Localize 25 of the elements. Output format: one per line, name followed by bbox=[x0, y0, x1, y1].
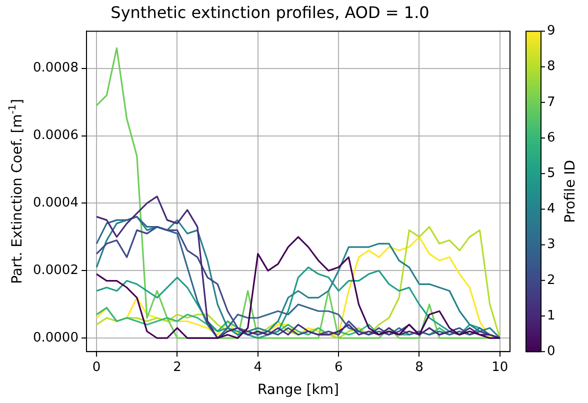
x-tick-label: 2 bbox=[173, 360, 182, 375]
color-bar-label: 5 bbox=[547, 166, 556, 181]
y-tick-label: 0.0006 bbox=[32, 128, 78, 144]
x-axis-title: Range [km] bbox=[257, 382, 339, 398]
color-bar-label: 8 bbox=[547, 59, 556, 74]
y-tick-label: 0.0000 bbox=[32, 330, 78, 346]
y-tick-label: 0.0002 bbox=[32, 263, 78, 278]
x-tick-label: 10 bbox=[492, 360, 508, 375]
color-bar-label: 7 bbox=[547, 94, 556, 110]
chart-title: Synthetic extinction profiles, AOD = 1.0 bbox=[110, 2, 430, 22]
color-bar-label: 4 bbox=[547, 202, 556, 217]
y-tick-label: 0.0008 bbox=[32, 60, 78, 76]
color-bar-label: 0 bbox=[547, 344, 556, 359]
color-bar-title: Profile ID bbox=[562, 160, 579, 223]
color-bar-label: 9 bbox=[547, 24, 556, 39]
color-bar-label: 2 bbox=[547, 272, 556, 288]
y-tick-label: 0.0004 bbox=[32, 196, 78, 211]
color-bar-label: 6 bbox=[547, 130, 556, 146]
x-tick-label: 4 bbox=[254, 360, 262, 375]
color-bar-label: 1 bbox=[547, 308, 556, 324]
x-tick-label: 6 bbox=[334, 360, 343, 375]
y-axis-title: Part. Extinction Coef. [m-1] bbox=[8, 98, 26, 284]
x-tick-label: 8 bbox=[415, 360, 424, 375]
color-bar-label: 3 bbox=[547, 237, 556, 252]
x-tick-label: 0 bbox=[92, 360, 101, 375]
